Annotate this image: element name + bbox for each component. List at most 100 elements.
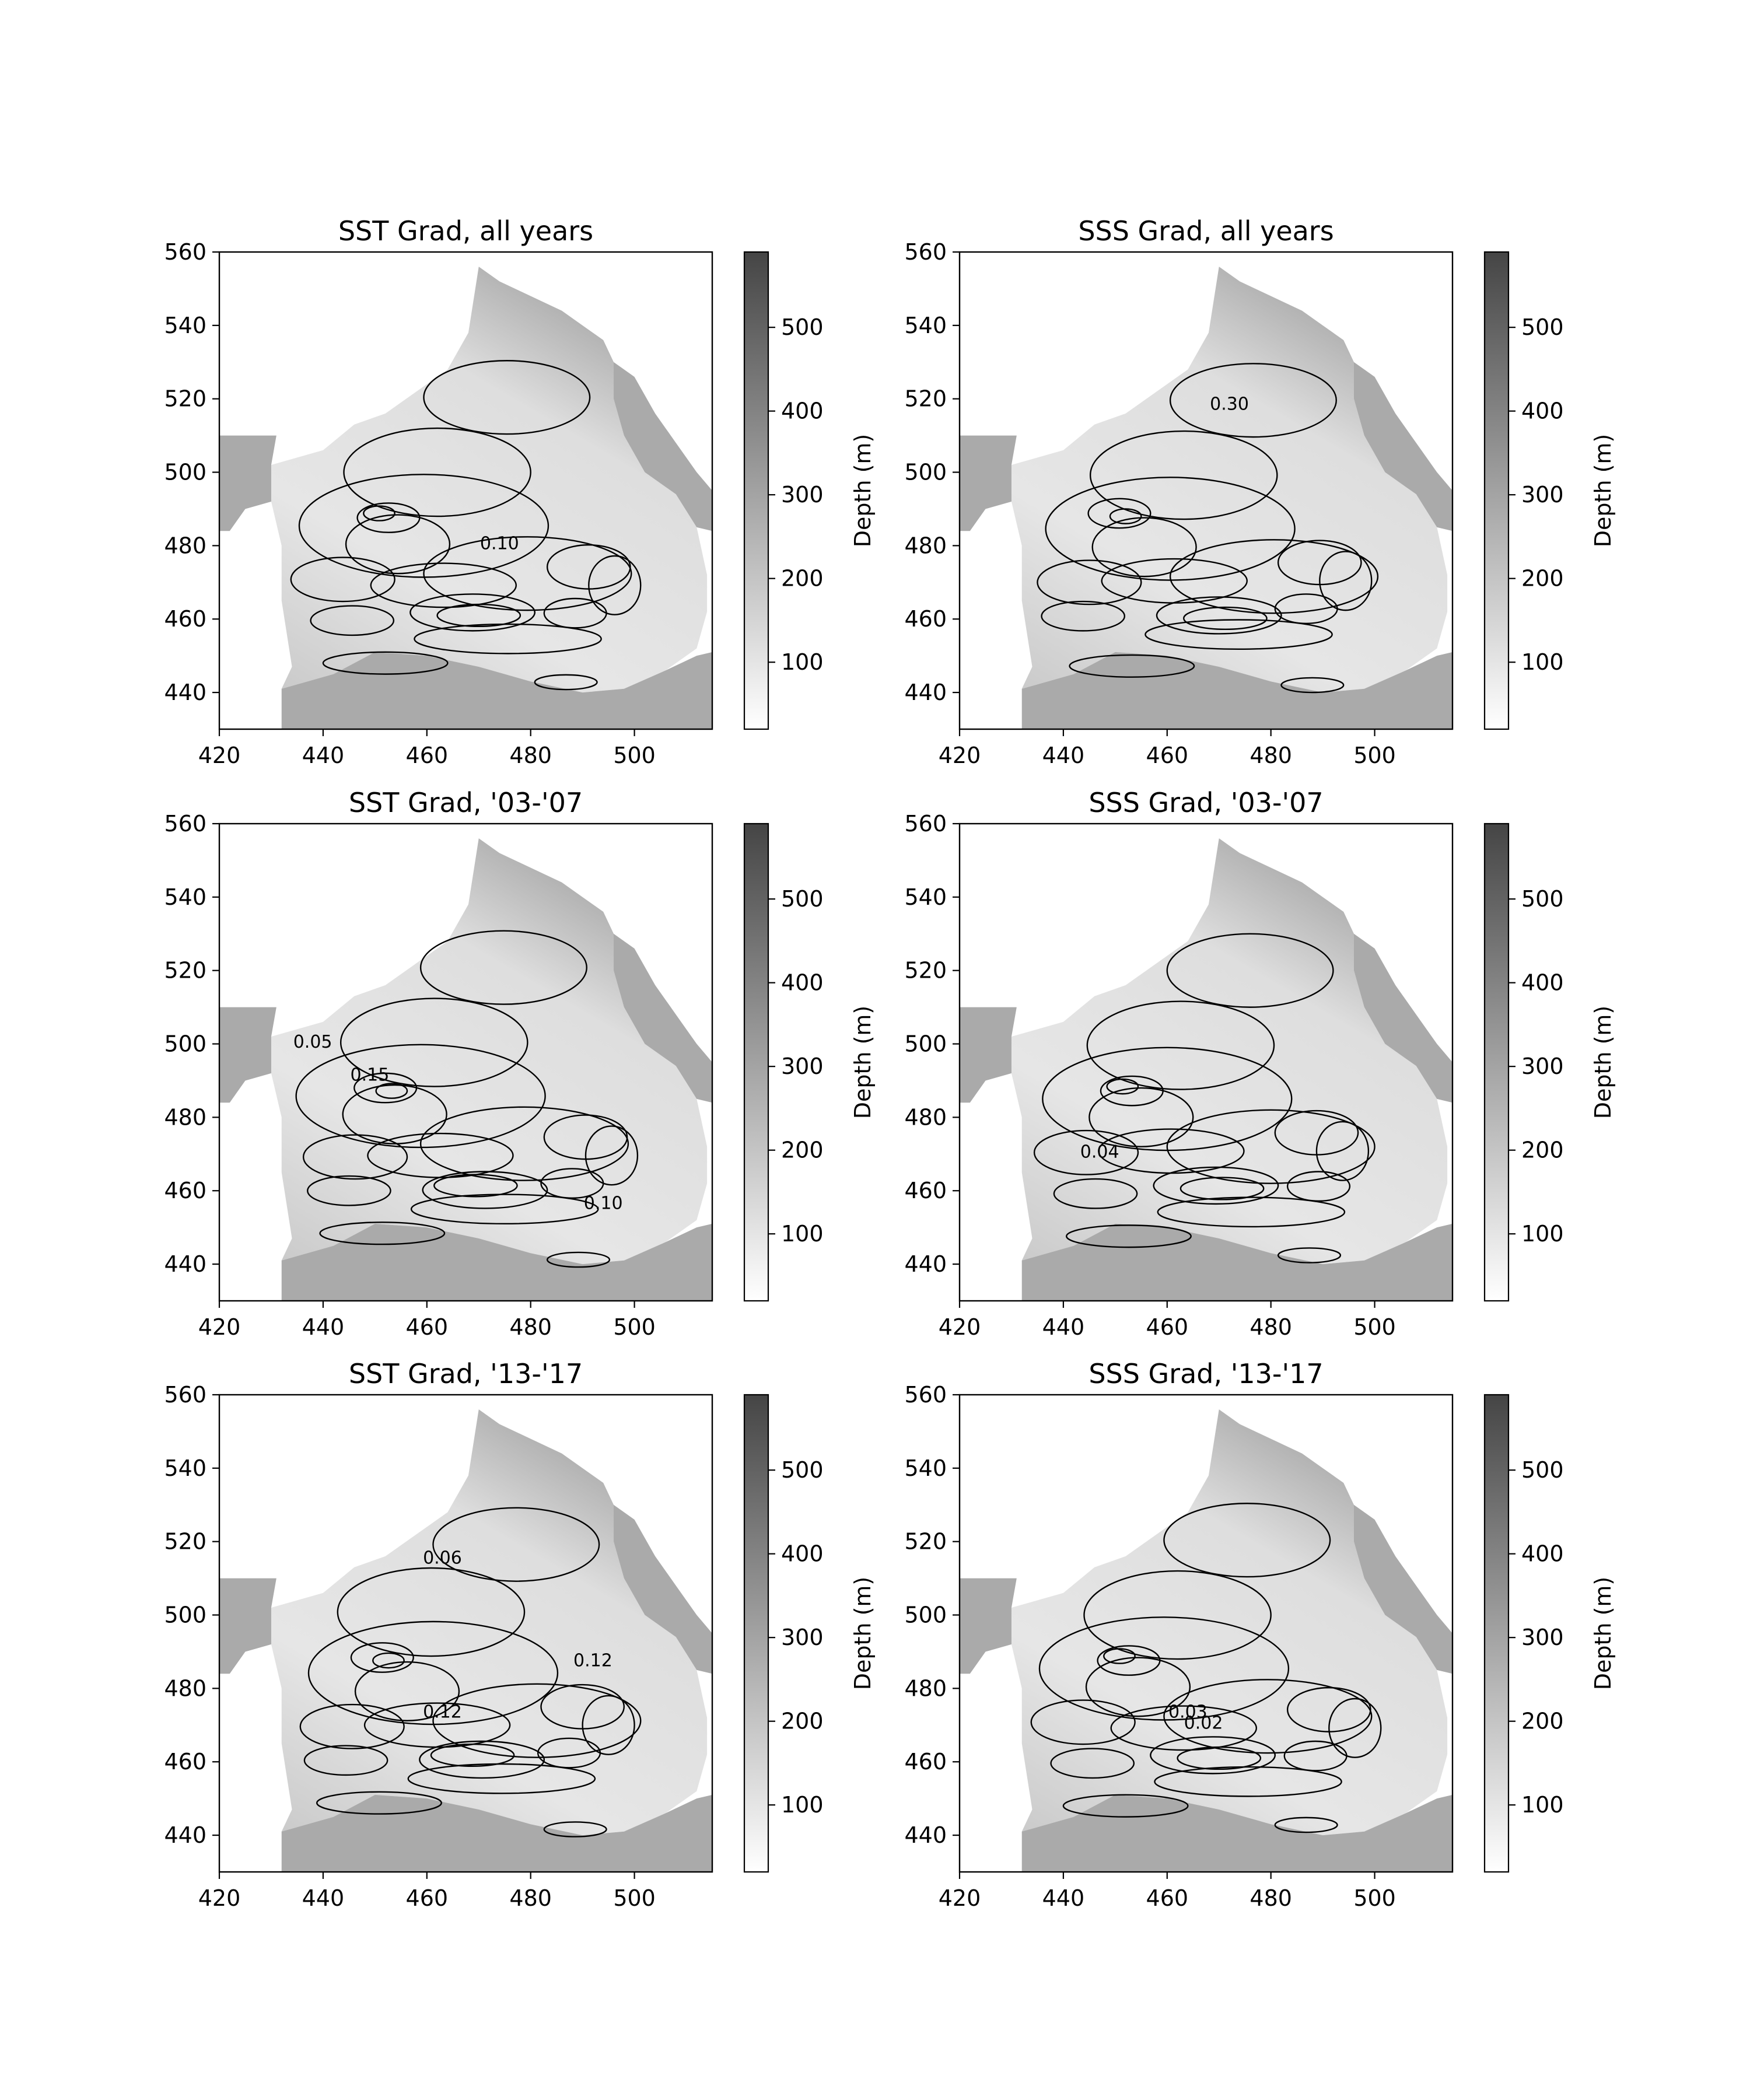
contour-loop (1183, 606, 1268, 631)
x-tick-label: 480 (509, 1885, 552, 1911)
y-tick-label: 480 (164, 1104, 206, 1130)
colorbar-label: Depth (m) (1590, 434, 1616, 548)
x-tick-label: 460 (1146, 1314, 1189, 1340)
contour-lines (290, 360, 642, 691)
x-tick-label: 480 (1250, 743, 1292, 768)
colorbar-tick-label: 400 (781, 398, 824, 424)
contour-loop (302, 1134, 408, 1180)
y-tick-label: 460 (164, 1749, 206, 1774)
ocean-field (1011, 1409, 1448, 1836)
contour-loop (407, 1763, 596, 1794)
contour-loop (343, 427, 531, 517)
contour-loop (543, 1821, 607, 1838)
y-tick-label: 460 (904, 1178, 947, 1203)
land-mask-2 (219, 1578, 276, 1674)
axes-frame (218, 1394, 713, 1873)
contour-loop (1319, 551, 1373, 611)
colorbar-fill (1485, 824, 1508, 1301)
x-tick-label: 420 (939, 1885, 981, 1911)
contour-loop (1177, 1746, 1262, 1770)
x-tick-label: 420 (198, 1314, 241, 1340)
y-tick-label: 540 (904, 884, 947, 910)
y-tick-label: 480 (904, 1104, 947, 1130)
contour-loop (298, 474, 550, 578)
colorbar-tick-label: 300 (1521, 1625, 1564, 1650)
x-tick-label: 440 (302, 743, 345, 768)
colorbar-frame (743, 1394, 769, 1873)
contour-lines (1037, 363, 1379, 694)
contour-loop (1050, 1748, 1135, 1779)
y-tick-label: 460 (904, 1749, 947, 1774)
contour-loop (1089, 430, 1278, 520)
contour-loop (1086, 1000, 1275, 1090)
land-mask-3 (614, 362, 712, 531)
y-tick-label: 520 (164, 1529, 206, 1555)
contour-loop (1166, 1109, 1376, 1184)
contour-loop (1166, 933, 1334, 1008)
land-mask-1 (281, 652, 712, 729)
contour-label: 0.12 (573, 1651, 612, 1671)
colorbar-tick-label: 500 (1521, 314, 1564, 340)
colorbar-tick-label: 100 (1521, 649, 1564, 675)
contour-loop (584, 1125, 639, 1186)
contour-loop (354, 1661, 460, 1721)
land-mask-2 (219, 1007, 276, 1103)
contour-loop (372, 1652, 405, 1669)
contour-loop (588, 555, 642, 615)
y-tick-label: 560 (164, 239, 206, 265)
y-tick-label: 480 (904, 533, 947, 558)
x-tick-label: 440 (302, 1314, 345, 1340)
x-tick-label: 460 (1146, 1885, 1189, 1911)
y-tick-label: 440 (164, 680, 206, 705)
contour-loop (1163, 1503, 1331, 1578)
contour-loop (337, 1567, 526, 1657)
colorbar-frame (1483, 251, 1510, 730)
land-mask-3 (614, 933, 712, 1103)
contour-loop (319, 1222, 446, 1245)
contour-label: 0.10 (584, 1194, 623, 1214)
contour-loop (345, 514, 451, 575)
colorbar-tick-label: 500 (781, 886, 824, 912)
contour-loop (419, 1106, 629, 1181)
y-tick-label: 440 (164, 1251, 206, 1277)
contour-loop (419, 1740, 545, 1779)
panel-title: SST Grad, '03-'07 (349, 787, 583, 818)
land-mask-2 (960, 1578, 1017, 1674)
axes-frame (958, 822, 1454, 1302)
axes-frame (218, 822, 713, 1302)
x-tick-label: 420 (198, 743, 241, 768)
axes-frame (958, 1394, 1454, 1873)
contour-loop (1069, 654, 1195, 678)
colorbar-fill (1485, 1395, 1508, 1872)
y-tick-label: 460 (904, 606, 947, 632)
colorbar-tick-label: 500 (781, 1457, 824, 1483)
contour-loop (1280, 677, 1345, 694)
x-tick-label: 500 (613, 743, 656, 768)
x-tick-label: 440 (1042, 743, 1085, 768)
x-tick-label: 440 (1042, 1885, 1085, 1911)
axes-frame (218, 251, 713, 730)
colorbar-tick-label: 100 (781, 1792, 824, 1818)
y-tick-label: 480 (904, 1675, 947, 1701)
contour-loop (1045, 477, 1296, 581)
contour-loop (375, 1083, 408, 1099)
contour-loop (316, 1791, 442, 1815)
ocean-field (271, 838, 708, 1265)
x-tick-label: 460 (406, 743, 449, 768)
colorbar-fill (1485, 252, 1508, 729)
contour-label: 0.04 (1080, 1142, 1119, 1163)
contour-label: 0.15 (351, 1065, 390, 1085)
x-tick-label: 500 (613, 1314, 656, 1340)
x-tick-label: 500 (613, 1885, 656, 1911)
contour-label: 0.10 (480, 534, 519, 554)
contour-loop (1274, 1817, 1338, 1833)
contour-loop (423, 536, 632, 611)
contour-loop (307, 1175, 391, 1206)
contour-loop (433, 1174, 518, 1198)
y-tick-label: 440 (904, 680, 947, 705)
contour-loop (582, 1695, 635, 1755)
y-tick-label: 520 (904, 958, 947, 984)
panel-title: SST Grad, '13-'17 (349, 1358, 583, 1390)
colorbar-tick-label: 400 (1521, 398, 1564, 424)
contour-loop (1154, 1766, 1342, 1797)
